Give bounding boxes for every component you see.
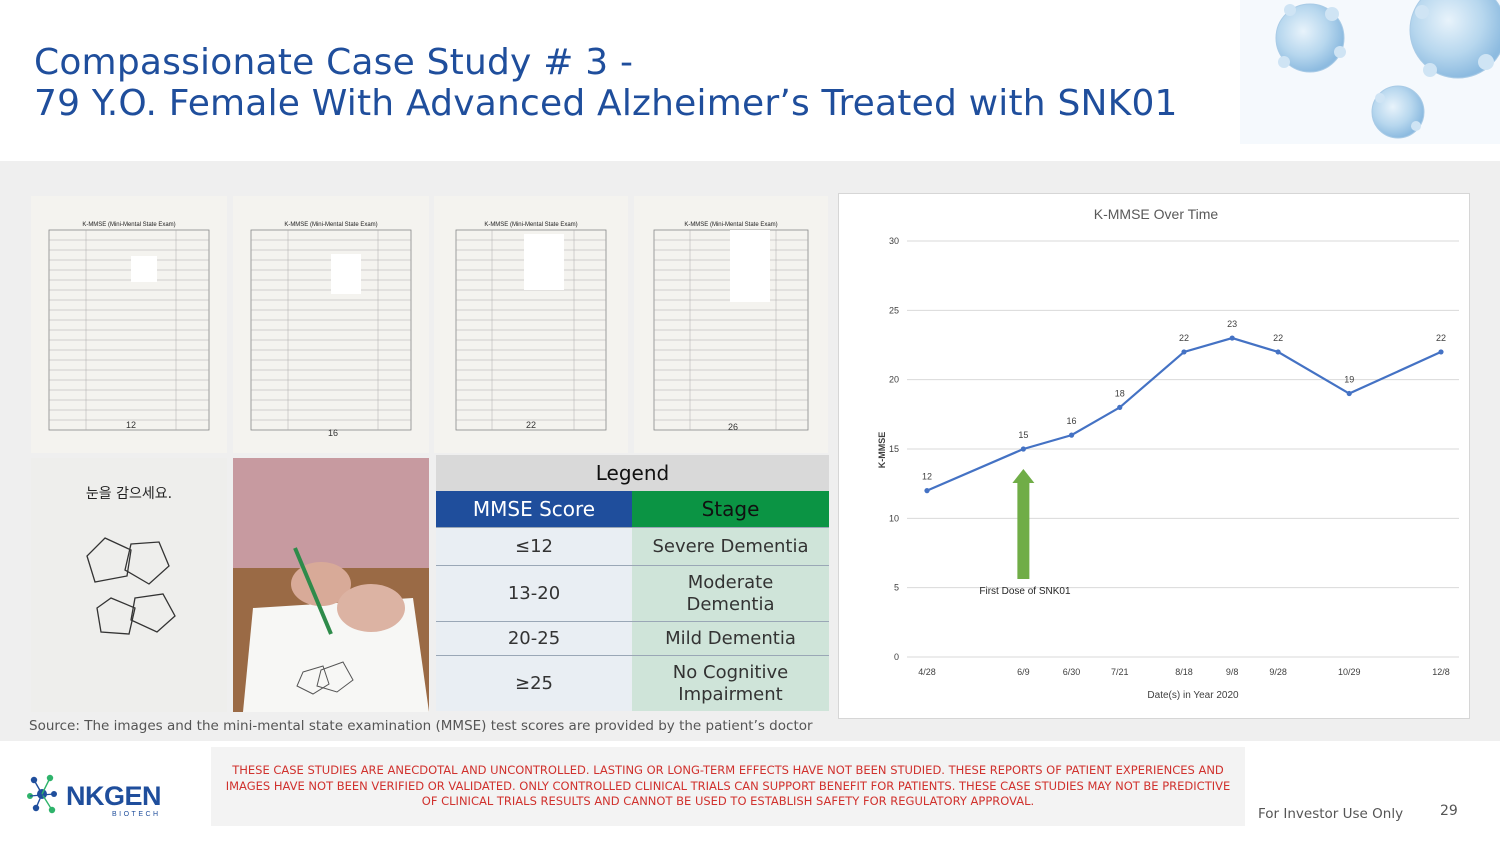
exam-sheet-header: K-MMSE (Mini-Mental State Exam) <box>82 222 175 228</box>
kmmse-data-point <box>1346 390 1352 397</box>
exam-sheet-header: K-MMSE (Mini-Mental State Exam) <box>684 222 777 228</box>
legend-stage: Severe Dementia <box>632 528 829 565</box>
legend-row: 13-20 Moderate Dementia <box>436 566 829 622</box>
exam-sheet-photo-3: K-MMSE (Mini-Mental State Exam) 22 <box>434 196 628 453</box>
legend-score: 13-20 <box>436 566 632 621</box>
chart-y-tick-label: 0 <box>894 652 899 662</box>
cell-illustration <box>1240 0 1500 144</box>
exam-sheet-header: K-MMSE (Mini-Mental State Exam) <box>284 222 377 228</box>
legend-stage: Moderate Dementia <box>632 566 829 621</box>
kmmse-data-point <box>1020 446 1026 452</box>
kmmse-data-label: 22 <box>1436 333 1446 343</box>
disclaimer-box: THESE CASE STUDIES ARE ANECDOTAL AND UNC… <box>211 747 1245 826</box>
mmse-legend-table: Legend MMSE Score Stage ≤12 Severe Demen… <box>436 455 829 711</box>
kmmse-data-label: 18 <box>1115 388 1125 398</box>
chart-x-tick-label: 10/29 <box>1338 667 1361 677</box>
kmmse-data-point <box>1438 349 1444 355</box>
kmmse-data-point <box>1181 349 1187 355</box>
chart-y-tick-label: 25 <box>889 305 899 315</box>
exam-sheet-score: 26 <box>728 422 738 432</box>
legend-stage: No Cognitive Impairment <box>632 656 829 711</box>
disclaimer-text: THESE CASE STUDIES ARE ANECDOTAL AND UNC… <box>225 763 1231 809</box>
chart-x-tick-label: 9/28 <box>1269 667 1287 677</box>
legend-row: 20-25 Mild Dementia <box>436 622 829 656</box>
kmmse-data-point <box>1275 349 1281 355</box>
chart-x-tick-label: 6/30 <box>1063 667 1081 677</box>
kmmse-data-point <box>1229 335 1235 341</box>
exam-sheet-score: 12 <box>126 420 136 430</box>
legend-stage: Mild Dementia <box>632 622 829 655</box>
investor-use-label: For Investor Use Only <box>1258 806 1404 822</box>
chart-x-tick-label: 6/9 <box>1017 667 1030 677</box>
logo-brand: NKGEN <box>66 781 161 811</box>
exam-sheet-photo-1: K-MMSE (Mini-Mental State Exam) 12 <box>31 196 227 453</box>
slide-title-line2: 79 Y.O. Female With Advanced Alzheimer’s… <box>34 83 1178 124</box>
kmmse-data-point <box>1068 432 1075 438</box>
first-dose-arrow-shaft <box>1017 483 1030 579</box>
kmmse-data-point <box>1117 404 1123 410</box>
kmmse-data-label: 22 <box>1179 333 1189 343</box>
chart-y-tick-label: 30 <box>889 236 899 246</box>
kmmse-series-line <box>926 336 1442 492</box>
legend-row: ≤12 Severe Dementia <box>436 528 829 566</box>
kmmse-line-chart: K-MMSE Over Time K-MMSE Date(s) in Year … <box>877 206 1459 701</box>
legend-score: ≤12 <box>436 528 632 565</box>
legend-col-score-header: MMSE Score <box>436 491 632 527</box>
exam-sheet-score: 22 <box>526 420 536 430</box>
exam-sheet-score: 16 <box>328 428 338 438</box>
legend-score: ≥25 <box>436 656 632 711</box>
chart-title: K-MMSE Over Time <box>1094 206 1219 222</box>
chart-y-tick-label: 20 <box>889 375 899 385</box>
chart-x-tick-label: 12/8 <box>1432 667 1450 677</box>
kmmse-data-label: 23 <box>1227 319 1237 329</box>
exam-sheet-photo-4: K-MMSE (Mini-Mental State Exam) 26 <box>634 196 828 453</box>
kmmse-data-label: 12 <box>922 472 932 482</box>
legend-row: ≥25 No Cognitive Impairment <box>436 656 829 711</box>
kmmse-data-label: 19 <box>1344 375 1354 385</box>
first-dose-label: First Dose of SNK01 <box>979 586 1071 597</box>
chart-y-tick-label: 10 <box>889 513 899 523</box>
kmmse-chart-panel: K-MMSE Over Time K-MMSE Date(s) in Year … <box>838 193 1470 719</box>
first-dose-arrow-head <box>1012 469 1035 483</box>
chart-y-axis-label: K-MMSE <box>877 432 887 469</box>
slide-title-line1: Compassionate Case Study # 3 - <box>34 42 634 83</box>
exam-sheet-photo-2: K-MMSE (Mini-Mental State Exam) 16 <box>233 196 429 453</box>
legend-col-stage-header: Stage <box>632 491 829 527</box>
patient-drawing-photo <box>233 458 429 712</box>
page-number: 29 <box>1440 803 1458 819</box>
source-note: Source: The images and the mini-mental s… <box>29 718 813 734</box>
nkgen-logo: NKGEN BIOTECH <box>26 772 196 820</box>
chart-x-tick-label: 7/21 <box>1111 667 1129 677</box>
exam-sheet-header: K-MMSE (Mini-Mental State Exam) <box>484 222 577 228</box>
drawing-sheet-photo: 눈을 감으세요. <box>31 458 227 712</box>
chart-x-tick-label: 9/8 <box>1226 667 1239 677</box>
chart-x-tick-label: 8/18 <box>1175 667 1193 677</box>
legend-header-row: MMSE Score Stage <box>436 491 829 528</box>
kmmse-data-label: 22 <box>1273 333 1283 343</box>
kmmse-data-label: 15 <box>1018 430 1028 440</box>
chart-y-tick-label: 15 <box>889 444 899 454</box>
kmmse-data-label: 16 <box>1067 416 1077 426</box>
legend-title: Legend <box>436 455 829 491</box>
drawing-sheet-text: 눈을 감으세요. <box>86 486 172 502</box>
slide-title: Compassionate Case Study # 3 - 79 Y.O. F… <box>34 42 1178 124</box>
logo-sub: BIOTECH <box>112 811 161 818</box>
kmmse-data-point <box>924 488 930 494</box>
chart-x-axis-label: Date(s) in Year 2020 <box>1147 690 1239 701</box>
chart-x-tick-label: 4/28 <box>918 667 936 677</box>
legend-score: 20-25 <box>436 622 632 655</box>
chart-y-tick-label: 5 <box>894 583 899 593</box>
